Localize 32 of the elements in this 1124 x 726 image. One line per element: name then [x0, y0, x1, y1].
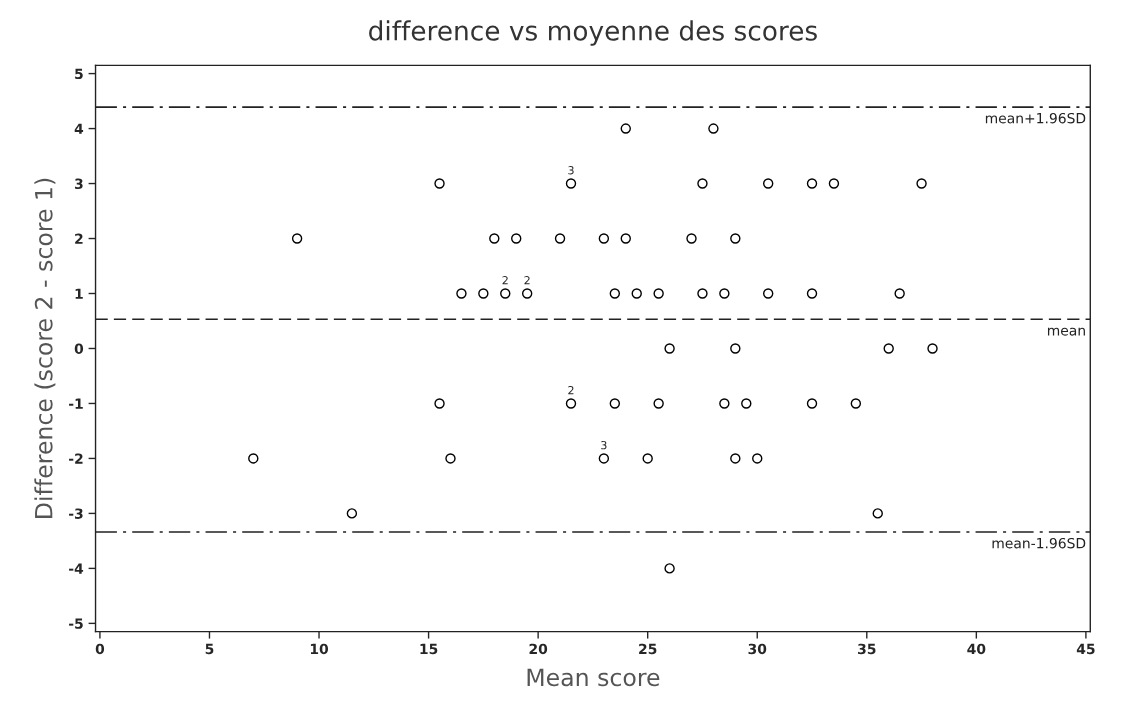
y-tick-label: 4 — [74, 123, 84, 134]
ref-line-label: mean+1.96SD — [985, 112, 1086, 124]
x-tick-label: 10 — [310, 643, 329, 655]
y-tick-label: 1 — [75, 288, 83, 299]
y-tick-label: 3 — [75, 178, 83, 190]
x-tick-label: 25 — [639, 643, 657, 655]
annotation: 2 — [568, 385, 574, 395]
x-tick-label: 20 — [529, 643, 548, 655]
annotation: 3 — [568, 166, 574, 175]
x-tick-label: 45 — [1076, 643, 1095, 655]
y-tick-label: 5 — [75, 68, 83, 80]
y-tick-label: -5 — [69, 618, 83, 629]
x-tick-label: 15 — [420, 643, 438, 655]
y-tick-label: 2 — [75, 233, 83, 244]
y-tick-label: -1 — [69, 398, 83, 409]
x-tick-label: 5 — [205, 643, 214, 655]
annotation: 3 — [601, 440, 607, 450]
x-axis-title: Mean score — [527, 668, 660, 687]
x-tick-label: 0 — [95, 643, 105, 655]
annotation: 2 — [502, 276, 508, 285]
y-tick-label: -4 — [69, 563, 84, 574]
y-axis-title: Difference (score 2 - score 1) — [34, 178, 56, 518]
annotation: 2 — [524, 276, 530, 285]
x-tick-label: 40 — [967, 643, 986, 655]
ref-line-label: mean-1.96SD — [992, 537, 1086, 549]
x-tick-label: 35 — [858, 643, 876, 655]
y-tick-label: -3 — [69, 508, 83, 519]
y-tick-label: -2 — [69, 453, 83, 464]
ref-line-label: mean — [1047, 327, 1085, 336]
chart-title: difference vs moyenne des scores — [369, 20, 817, 46]
y-tick-label: 0 — [74, 343, 84, 354]
x-tick-label: 30 — [748, 643, 767, 655]
